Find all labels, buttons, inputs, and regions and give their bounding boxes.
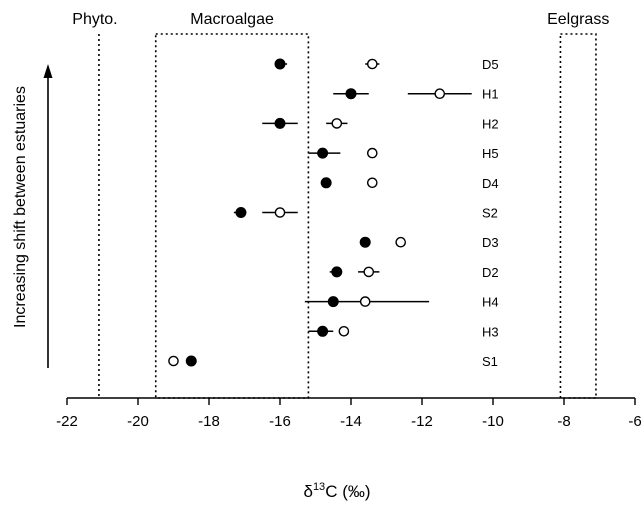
station-label-d2: D2 — [482, 265, 499, 280]
point-open-d5 — [366, 58, 378, 70]
point-open-d3 — [395, 236, 407, 248]
region-phyto-label: Phyto. — [72, 11, 117, 28]
x-tick-label: -22 — [56, 413, 78, 430]
source-regions: Phyto. Macroalgae Eelgrass — [72, 11, 609, 399]
station-label-d5: D5 — [482, 57, 499, 72]
point-filled-d5 — [274, 58, 286, 70]
x-axis-title-unit: C (‰) — [325, 482, 370, 501]
x-tick-label: -14 — [340, 413, 362, 430]
point-open-d2 — [363, 266, 375, 278]
x-tick-label: -10 — [482, 413, 504, 430]
point-filled-h1 — [345, 88, 357, 100]
station-label-d4: D4 — [482, 176, 499, 191]
station-label-h5: H5 — [482, 146, 499, 161]
x-axis-title-superscript: 13 — [313, 481, 325, 493]
point-open-s2 — [274, 207, 286, 218]
x-axis-title-delta: δ — [303, 482, 312, 501]
x-tick-label: -6 — [628, 413, 641, 430]
y-axis-label: Increasing shift between estuaries — [12, 86, 29, 328]
station-label-h4: H4 — [482, 295, 499, 310]
region-macroalgae-label: Macroalgae — [190, 11, 274, 28]
point-filled-s1 — [185, 355, 197, 367]
y-axis-arrow — [43, 64, 53, 368]
station-label-s2: S2 — [482, 206, 498, 221]
station-label-h3: H3 — [482, 324, 499, 339]
point-filled-d4 — [320, 177, 332, 189]
data-marks — [168, 58, 472, 367]
station-label-h2: H2 — [482, 116, 499, 131]
station-label-h1: H1 — [482, 87, 499, 102]
point-filled-h3 — [317, 325, 329, 337]
region-macroalgae-box — [154, 33, 310, 399]
point-open-h3 — [338, 325, 350, 337]
x-tick-label: -18 — [198, 413, 220, 430]
station-label-s1: S1 — [482, 354, 498, 369]
x-tick-label: -20 — [127, 413, 149, 430]
point-filled-d3 — [359, 236, 371, 248]
x-tick-label: -16 — [269, 413, 291, 430]
x-tick-label: -8 — [557, 413, 570, 430]
point-open-h5 — [366, 147, 378, 159]
x-axis: -22 -20 -18 -16 -14 -12 -10 -8 -6 — [56, 397, 641, 430]
point-filled-d2 — [331, 266, 343, 278]
point-open-d4 — [366, 177, 378, 189]
region-eelgrass-box — [559, 33, 597, 399]
point-filled-h2 — [274, 117, 286, 129]
region-eelgrass-label: Eelgrass — [547, 11, 609, 28]
point-filled-s2 — [235, 207, 247, 218]
point-filled-h5 — [317, 147, 329, 159]
station-label-d3: D3 — [482, 235, 499, 250]
x-axis-title: δ13C (‰) — [303, 481, 370, 501]
station-labels: D5 H1 H2 H5 D4 S2 D3 D2 H4 H3 S1 — [482, 57, 499, 369]
point-open-s1 — [168, 355, 179, 367]
point-open-h4 — [359, 296, 371, 307]
point-filled-h4 — [327, 296, 339, 308]
point-open-h1 — [434, 88, 446, 99]
point-open-h2 — [331, 118, 343, 129]
x-tick-label: -12 — [411, 413, 433, 430]
